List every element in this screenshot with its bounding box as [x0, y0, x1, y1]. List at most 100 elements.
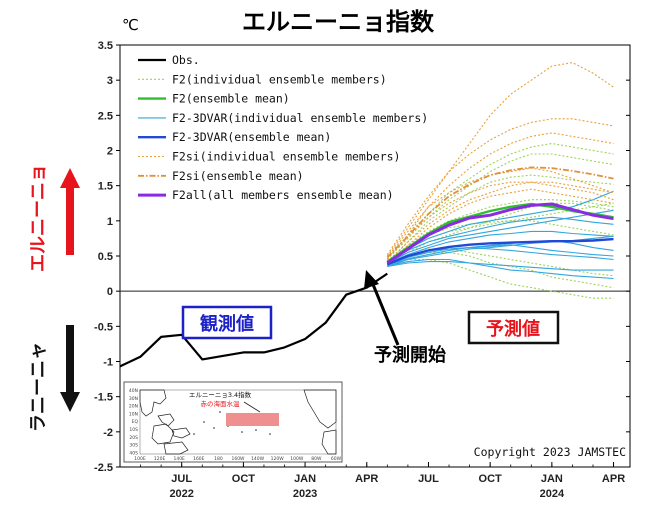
up-arrow-icon: [60, 168, 80, 255]
ensemble-member-line: [386, 62, 614, 257]
y-tick-label: 3.5: [98, 40, 113, 52]
legend-label: F2(ensemble mean): [172, 92, 290, 106]
forecast-start-arrow: [370, 281, 400, 346]
ensemble-mean-line: [386, 202, 614, 265]
y-axis: 3.5 3 2.5 2 1.5 1 0.5 0 -0.5 -1 -1.5 -2 -2.5: [94, 40, 630, 474]
inset-lon-label: 100W: [290, 456, 304, 462]
observed-box: [181, 305, 273, 340]
inset-lat-label: 20N: [129, 404, 138, 410]
inset-lon-label: 160W: [231, 456, 245, 462]
inset-lon-label: 120W: [271, 456, 285, 462]
y-tick-label: -2: [103, 427, 113, 439]
inset-pointer: [243, 401, 261, 413]
inset-lon-labels: 100E 120E 140E 160E 180 160W 140W 120W 100W 80W 60…: [134, 456, 341, 462]
inset-lat-label: 10S: [129, 427, 138, 433]
island-dot: [219, 411, 221, 413]
forecast-box: [467, 310, 560, 345]
x-tick-label: OCT: [479, 473, 503, 485]
inset-lat-label: 30S: [129, 443, 138, 449]
ensemble-member-line: [386, 132, 614, 260]
y-tick-label: 1: [107, 216, 113, 228]
la-nina-label: ラニーニャ: [28, 342, 49, 432]
x-tick-label: APR: [355, 473, 378, 485]
ensemble-member-line: [386, 181, 614, 260]
ensemble-member-line: [386, 188, 614, 264]
y-tick-label: -2.5: [94, 462, 113, 474]
island-dot: [255, 429, 257, 431]
inset-lat-label: 20S: [129, 435, 138, 441]
ensemble-member-line: [386, 118, 614, 255]
y-tick-label: 2: [107, 146, 113, 158]
x-tick-label: JAN: [294, 473, 316, 485]
island-dot: [213, 427, 215, 429]
x-tick-label: JAN: [541, 473, 563, 485]
observed-line: [119, 272, 388, 368]
unit-label: ℃: [122, 16, 139, 34]
ensemble-member-line: [386, 199, 614, 263]
la-nina-indicator: ラニーニャ: [28, 325, 80, 432]
legend-label: F2(individual ensemble members): [172, 72, 387, 86]
ensemble-member-line: [387, 239, 614, 266]
inset-title: エルニーニョ3.4指数: [189, 390, 252, 399]
x-year-label: 2022: [169, 488, 193, 500]
inset-lon-label: 160E: [193, 456, 205, 462]
el-nino-label: エルニーニョ: [28, 164, 49, 272]
ensemble-member-line: [386, 153, 614, 260]
island-dot: [269, 433, 271, 435]
inset-lon-label: 120E: [154, 456, 166, 462]
legend: Obs. F2(individual ensemble members) F2(en…: [138, 53, 428, 202]
y-tick-label: 0: [107, 286, 113, 298]
ensemble-member-line: [387, 258, 614, 299]
y-tick-label: 1.5: [98, 181, 113, 193]
y-tick-label: -0.5: [94, 321, 113, 333]
mean-lines: [119, 166, 614, 368]
inset-lon-label: 100E: [134, 456, 146, 462]
legend-label: F2si(individual ensemble members): [172, 150, 400, 164]
chart-title: エルニーニョ指数: [242, 8, 435, 36]
x-tick-label: APR: [602, 473, 625, 485]
inset-lat-label: 40N: [129, 388, 138, 394]
observed-label: 観測値: [200, 313, 254, 335]
ensemble-mean-line: [386, 166, 614, 259]
x-tick-label: JUL: [171, 473, 192, 485]
legend-label: F2-3DVAR(individual ensemble members): [172, 111, 428, 125]
forecast-start-label: 予測開始: [374, 344, 446, 366]
inset-lon-label: 60W: [331, 456, 342, 462]
inset-lon-label: 140W: [251, 456, 265, 462]
legend-label: F2-3DVAR(ensemble mean): [172, 130, 331, 144]
ensemble-member-line: [386, 181, 614, 262]
x-tick-label: JUL: [418, 473, 439, 485]
ensemble-member-line: [387, 190, 614, 263]
forecast-label: 予測値: [486, 318, 540, 340]
nino34-region: [226, 413, 279, 426]
ensemble-member-line: [387, 247, 614, 265]
x-axis: JUL OCT JAN APR JUL OCT JAN APR 2022 2023 2024: [119, 462, 625, 500]
inset-subtitle: 赤の海面水温: [201, 399, 241, 408]
inset-lat-label: EQ: [132, 419, 139, 425]
x-tick-label: OCT: [232, 473, 256, 485]
copyright-text: Copyright 2023 JAMSTEC: [474, 445, 626, 459]
inset-lon-label: 180: [214, 456, 223, 462]
legend-label: F2all(all members ensemble mean): [172, 188, 394, 202]
island-dot: [193, 433, 195, 435]
inset-lat-label: 10N: [129, 411, 138, 417]
legend-label: Obs.: [172, 53, 200, 67]
arrowhead-icon: [364, 270, 379, 289]
el-nino-indicator: エルニーニョ: [28, 164, 80, 272]
y-tick-label: 2.5: [98, 110, 113, 122]
x-year-label: 2023: [293, 488, 317, 500]
inset-lat-label: 30N: [129, 396, 138, 402]
y-tick-label: -1: [103, 357, 113, 369]
ensemble-member-line: [387, 230, 614, 264]
inset-lon-label: 140E: [173, 456, 185, 462]
island-dot: [203, 421, 205, 423]
inset-lat-label: 40S: [129, 450, 138, 456]
ensemble-member-line: [387, 209, 614, 264]
y-tick-label: 3: [107, 75, 113, 87]
ensemble-member-line: [387, 216, 614, 263]
y-tick-label: 0.5: [98, 251, 113, 263]
island-dot: [241, 431, 243, 433]
